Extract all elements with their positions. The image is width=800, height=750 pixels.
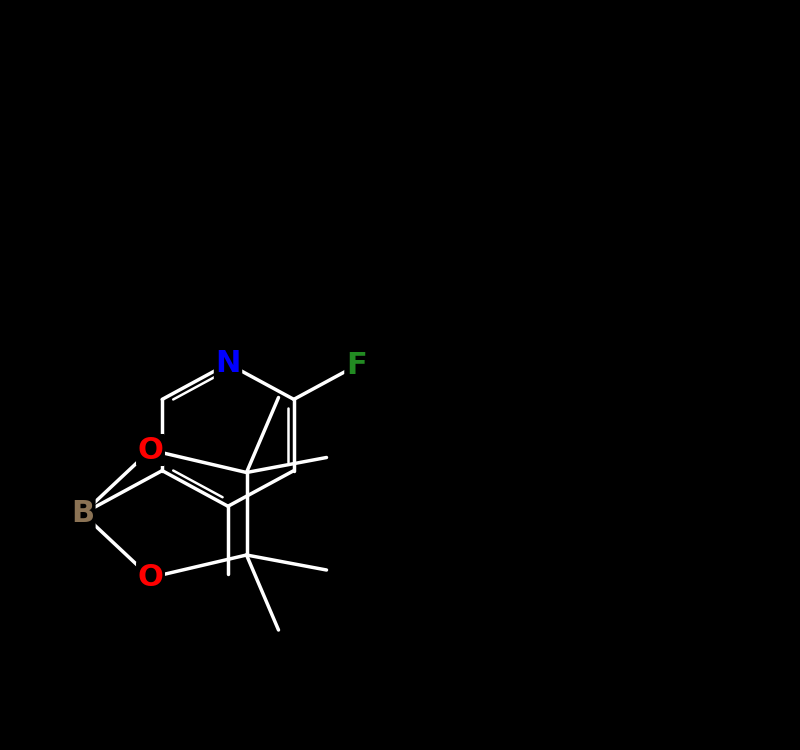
Text: O: O	[138, 436, 163, 464]
Text: F: F	[346, 351, 366, 380]
Text: B: B	[71, 500, 94, 528]
Text: N: N	[215, 350, 241, 378]
Text: O: O	[138, 563, 163, 592]
